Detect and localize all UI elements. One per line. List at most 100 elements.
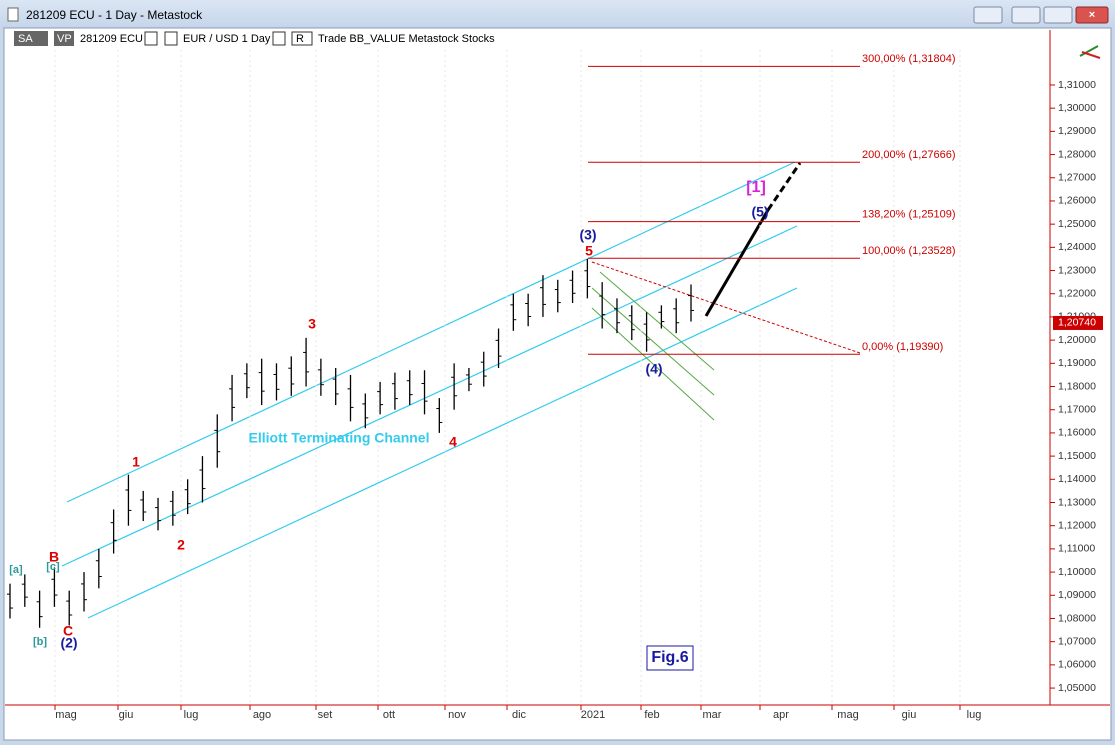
y-tick-label: 1,28000 <box>1058 148 1096 160</box>
period-dropdown[interactable] <box>272 31 286 46</box>
x-tick-label: mar <box>703 709 722 721</box>
y-tick-label: 1,09000 <box>1058 589 1096 601</box>
x-tick-label: 2021 <box>581 709 605 721</box>
channel-lower <box>87 287 798 619</box>
fib-label: 300,00% (1,31804) <box>862 53 956 65</box>
sa-button[interactable] <box>14 31 48 46</box>
y-tick-label: 1,07000 <box>1058 635 1096 647</box>
projection-line <box>704 209 770 317</box>
projection-dashed <box>766 162 802 211</box>
y-tick-label: 1,24000 <box>1058 241 1096 253</box>
channel-label: Elliott Terminating Channel <box>249 430 430 446</box>
wave-label: (2) <box>60 635 77 651</box>
fib-label: 100,00% (1,23528) <box>862 245 956 257</box>
y-tick-label: 1,16000 <box>1058 427 1096 439</box>
symbol: 281209 ECU <box>80 33 143 45</box>
info-button[interactable] <box>164 31 178 46</box>
x-tick-label: mag <box>55 709 76 721</box>
y-tick-label: 1,23000 <box>1058 264 1096 276</box>
y-tick-label: 1,27000 <box>1058 172 1096 184</box>
wave-label: 1 <box>132 454 140 470</box>
wave-label: [b] <box>33 636 47 648</box>
x-tick-label: giu <box>119 709 134 721</box>
y-tick-label: 1,05000 <box>1058 682 1096 694</box>
maximize-button[interactable] <box>1043 6 1073 24</box>
wave-label: 5 <box>585 243 593 259</box>
y-tick-label: 1,17000 <box>1058 403 1096 415</box>
y-tick-label: 1,14000 <box>1058 473 1096 485</box>
last-price-label: 1,20740 <box>1058 317 1096 329</box>
last-price-tag <box>1053 315 1103 330</box>
wave-label: 2 <box>177 537 185 553</box>
app-icon <box>7 7 19 22</box>
trend-line <box>591 261 861 354</box>
x-tick-label: ott <box>383 709 395 721</box>
x-tick-label: apr <box>773 709 789 721</box>
wave-label: [a] <box>9 564 23 576</box>
restore-panel-button[interactable] <box>973 6 1003 24</box>
fib-label: 138,20% (1,25109) <box>862 209 956 221</box>
fig-box <box>646 645 694 671</box>
wave-label: [c] <box>46 561 60 573</box>
x-tick-label: dic <box>512 709 527 721</box>
r-button[interactable] <box>291 31 313 46</box>
x-tick-label: set <box>318 709 333 721</box>
y-tick-label: 1,22000 <box>1058 288 1096 300</box>
y-tick-label: 1,18000 <box>1058 380 1096 392</box>
y-tick-label: 1,13000 <box>1058 496 1096 508</box>
wave-label: (4) <box>645 361 662 377</box>
channel <box>61 161 798 619</box>
fig-label: Fig.6 <box>651 649 688 666</box>
fib-label: 200,00% (1,27666) <box>862 149 956 161</box>
y-tick-label: 1,06000 <box>1058 659 1096 671</box>
wave-label: (3) <box>579 227 596 243</box>
y-tick-label: 1,31000 <box>1058 79 1096 91</box>
x-tick-label: nov <box>448 709 466 721</box>
wave-label: 3 <box>308 316 316 332</box>
y-tick-label: 1,19000 <box>1058 357 1096 369</box>
vp-button[interactable] <box>54 31 74 46</box>
window-title: 281209 ECU - 1 Day - Metastock <box>26 8 203 22</box>
wave-label: 4 <box>449 434 457 450</box>
vp-label: VP <box>57 33 72 45</box>
wave-label: C <box>63 623 73 639</box>
x-tick-label: giu <box>902 709 917 721</box>
minimize-button[interactable] <box>1011 6 1041 24</box>
title-bar <box>0 0 1115 28</box>
channel-upper <box>66 161 796 503</box>
fan-line <box>591 287 715 396</box>
chart-panel <box>3 27 1112 741</box>
icon-line <box>1081 51 1101 59</box>
symbol-dropdown[interactable] <box>144 31 158 46</box>
fan-line <box>591 307 715 421</box>
y-tick-label: 1,29000 <box>1058 125 1096 137</box>
y-tick-label: 1,12000 <box>1058 519 1096 531</box>
icon-line <box>1079 45 1099 57</box>
wave-label: B <box>49 549 59 565</box>
y-tick-label: 1,26000 <box>1058 195 1096 207</box>
wave-label: [1] <box>746 179 766 196</box>
sa-label: SA <box>18 33 33 45</box>
x-tick-label: mag <box>837 709 858 721</box>
x-tick-label: ago <box>253 709 271 721</box>
x-tick-label: lug <box>967 709 982 721</box>
y-tick-label: 1,30000 <box>1058 102 1096 114</box>
x-tick-label: feb <box>644 709 659 721</box>
toolbar-info: Trade BB_VALUE Metastock Stocks <box>318 33 495 45</box>
wave-label: (5) <box>751 204 768 220</box>
y-tick-label: 1,20000 <box>1058 334 1096 346</box>
fib-label: 0,00% (1,19390) <box>862 341 943 353</box>
fan-line <box>599 271 715 371</box>
x-tick-label: lug <box>184 709 199 721</box>
description: EUR / USD 1 Day <box>183 33 271 45</box>
toolbox-icon[interactable] <box>1079 45 1101 59</box>
r-label: R <box>296 33 304 45</box>
y-tick-label: 1,10000 <box>1058 566 1096 578</box>
channel-middle <box>61 225 798 567</box>
annotations: [a] B [c] [b] C (2) 1 2 3 4 Elliott Term… <box>9 179 769 671</box>
y-tick-label: 1,11000 <box>1058 543 1095 555</box>
close-button[interactable] <box>1075 6 1109 24</box>
y-tick-label: 1,08000 <box>1058 612 1096 624</box>
y-tick-label: 1,25000 <box>1058 218 1096 230</box>
